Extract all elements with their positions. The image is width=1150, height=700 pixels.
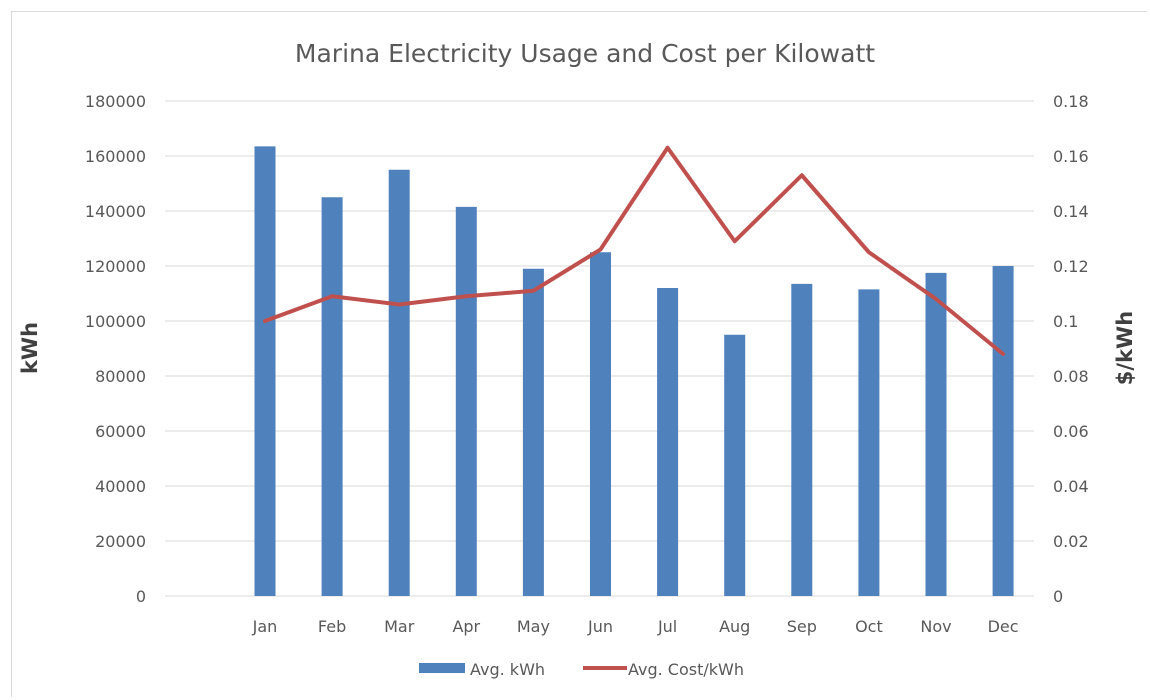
bar bbox=[657, 288, 679, 596]
y2-axis-title: $/kWh bbox=[1113, 311, 1137, 385]
bar bbox=[388, 169, 410, 596]
bar bbox=[590, 252, 611, 596]
y-tick-label: 160000 bbox=[85, 147, 146, 166]
series-line bbox=[263, 145, 1006, 356]
y-tick-label: 20000 bbox=[95, 532, 146, 551]
y2-tick-label: 0.14 bbox=[1053, 202, 1089, 221]
y-tick-label: 60000 bbox=[95, 422, 146, 441]
bar bbox=[791, 283, 813, 596]
x-tick-label: Aug bbox=[719, 617, 750, 636]
x-tick-label: Jul bbox=[657, 617, 677, 636]
y2-tick-label: 0.12 bbox=[1053, 257, 1089, 276]
y2-tick-label: 0.02 bbox=[1053, 532, 1089, 551]
y-axis-title: kWh bbox=[18, 322, 42, 374]
x-tick-label: Sep bbox=[787, 617, 817, 636]
legend: Avg. kWh Avg. Cost/kWh bbox=[419, 660, 744, 679]
y-tick-label: 80000 bbox=[95, 367, 146, 386]
bar bbox=[455, 206, 477, 596]
y2-tick-label: 0.1 bbox=[1053, 312, 1078, 331]
y2-axis-ticks: 0 0.02 0.04 0.06 0.08 0.1 0.12 0.14 0.16 0.18 bbox=[1053, 92, 1089, 606]
bar bbox=[522, 268, 544, 596]
y-tick-label: 120000 bbox=[85, 257, 146, 276]
x-axis-ticks: Jan Feb Mar Apr May Jun Jul Aug Sep Oct Nov Dec bbox=[252, 617, 1019, 636]
bar bbox=[858, 289, 880, 596]
x-tick-label: Dec bbox=[988, 617, 1019, 636]
y-tick-label: 180000 bbox=[85, 92, 146, 111]
y2-tick-label: 0.08 bbox=[1053, 367, 1089, 386]
legend-label: Avg. Cost/kWh bbox=[628, 660, 744, 679]
y-tick-label: 0 bbox=[136, 587, 146, 606]
y-tick-label: 100000 bbox=[85, 312, 146, 331]
bar bbox=[925, 272, 947, 596]
bar bbox=[254, 146, 276, 596]
x-tick-label: Nov bbox=[920, 617, 951, 636]
x-tick-label: Mar bbox=[384, 617, 415, 636]
y-tick-label: 140000 bbox=[85, 202, 146, 221]
x-tick-label: Jun bbox=[587, 617, 613, 636]
bar-series bbox=[254, 146, 1014, 596]
x-tick-label: Oct bbox=[855, 617, 883, 636]
chart-frame bbox=[11, 11, 1147, 697]
y2-tick-label: 0 bbox=[1053, 587, 1063, 606]
x-tick-label: Jan bbox=[252, 617, 278, 636]
x-tick-label: May bbox=[517, 617, 550, 636]
line-series bbox=[263, 145, 1006, 356]
chart-title: Marina Electricity Usage and Cost per Ki… bbox=[295, 39, 875, 68]
x-tick-label: Feb bbox=[318, 617, 346, 636]
legend-label: Avg. kWh bbox=[470, 660, 545, 679]
bar bbox=[992, 266, 1014, 596]
bar bbox=[321, 197, 343, 596]
y2-tick-label: 0.16 bbox=[1053, 147, 1089, 166]
y2-tick-label: 0.04 bbox=[1053, 477, 1089, 496]
y-axis-ticks: 0 20000 40000 60000 80000 100000 120000 140000 1… bbox=[85, 92, 146, 606]
legend-swatch-bar bbox=[419, 663, 465, 673]
x-tick-label: Apr bbox=[452, 617, 480, 636]
y2-tick-label: 0.06 bbox=[1053, 422, 1089, 441]
y-tick-label: 40000 bbox=[95, 477, 146, 496]
y2-tick-label: 0.18 bbox=[1053, 92, 1089, 111]
bar bbox=[724, 334, 746, 596]
